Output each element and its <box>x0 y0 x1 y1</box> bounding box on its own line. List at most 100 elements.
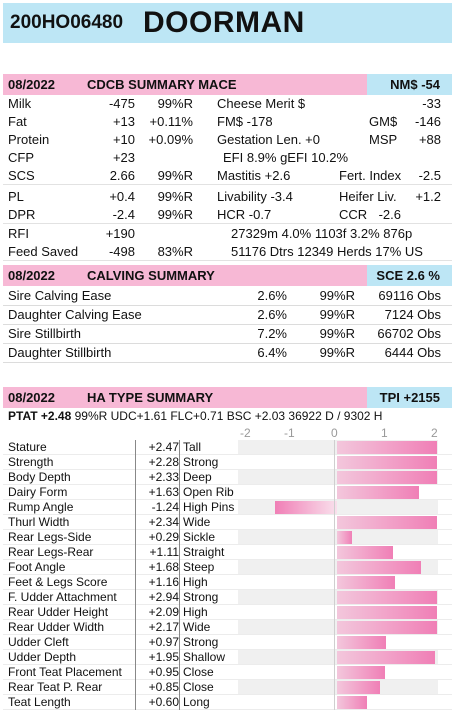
trait-row: Udder Depth +1.95 Shallow <box>3 650 452 665</box>
row-value: 2.66 <box>109 168 135 183</box>
calving-rel: 99%R <box>319 345 355 360</box>
trait-bar-track <box>238 695 438 709</box>
cdcb-row-rfi: RFI +190 27329m 4.0% 1103f 3.2% 876p <box>3 225 452 243</box>
calving-label: Sire Calving Ease <box>8 288 112 303</box>
row-label-3: MSP <box>369 132 398 147</box>
trait-name: Dairy Form <box>8 485 68 499</box>
trait-name: Rear Teat P. Rear <box>8 680 103 694</box>
trait-value: +1.95 <box>135 650 179 665</box>
trait-row: Thurl Width +2.34 Wide <box>3 515 452 530</box>
sce-badge: SCE 2.6 % <box>367 265 452 286</box>
trait-row: Rear Legs-Side +0.29 Sickle <box>3 530 452 545</box>
trait-name: Rear Udder Height <box>8 605 109 619</box>
row-label-2: HCR -0.7 <box>217 207 272 222</box>
row-label-2: Livability -3.4 <box>217 189 293 204</box>
calving-obs: 7124 Obs <box>384 307 441 322</box>
row-value-3: -2.5 <box>418 168 441 183</box>
trait-row: Rear Teat P. Rear +0.85 Close <box>3 680 452 695</box>
calving-label: Daughter Calving Ease <box>8 307 142 322</box>
tpi-badge: TPI +2155 <box>367 387 452 408</box>
row-value: +10 <box>112 132 135 147</box>
cdcb-row-scs: SCS 2.66 99%R Mastitis +2.6 Fert. Index … <box>3 167 452 185</box>
calving-pct: 2.6% <box>257 288 287 303</box>
trait-name: Rear Legs-Rear <box>8 545 94 559</box>
trait-bar-track <box>238 485 438 499</box>
trait-value: +2.33 <box>135 470 179 485</box>
trait-name: Rump Angle <box>8 500 74 514</box>
trait-value: +1.11 <box>135 545 179 560</box>
trait-bar <box>337 681 380 694</box>
axis-tick: 2 <box>431 426 438 440</box>
calving-pct: 6.4% <box>257 345 287 360</box>
trait-value: +0.97 <box>135 635 179 650</box>
trait-row: Feet & Legs Score +1.16 High <box>3 575 452 590</box>
row-value: -475 <box>108 96 135 111</box>
trait-descriptor: Steep <box>179 560 214 575</box>
trait-descriptor: Shallow <box>179 650 225 665</box>
row-reliability: +0.11% <box>149 114 194 129</box>
trait-row: Strength +2.28 Strong <box>3 455 452 470</box>
trait-descriptor: Sickle <box>179 530 215 545</box>
trait-value: +0.29 <box>135 530 179 545</box>
ptat-value: +2.48 <box>40 409 72 423</box>
calving-row: Daughter Stillbirth 6.4% 99%R 6444 Obs <box>3 344 452 363</box>
row-value-2: -33 <box>422 96 441 111</box>
axis-tick: -2 <box>240 426 251 440</box>
trait-value: +2.94 <box>135 590 179 605</box>
trait-bar <box>337 471 437 484</box>
type-trait-list: Stature +2.47 Tall Strength +2.28 Strong Body … <box>3 440 452 710</box>
row-reliability: 99%R <box>157 207 193 222</box>
trait-name: Foot Angle <box>8 560 66 574</box>
trait-row: Rump Angle -1.24 High Pins <box>3 500 452 515</box>
cdcb-row-dpr: DPR -2.4 99%R HCR -0.7 CCR -2.6 <box>3 206 452 224</box>
trait-row: Rear Udder Width +2.17 Wide <box>3 620 452 635</box>
row-value: +190 <box>105 226 135 241</box>
zero-axis-line <box>334 440 335 710</box>
trait-name: Rear Udder Width <box>8 620 105 634</box>
trait-row: Stature +2.47 Tall <box>3 440 452 455</box>
trait-descriptor: Close <box>179 665 214 680</box>
trait-value: +2.47 <box>135 440 179 455</box>
calving-section-header: 08/2022 CALVING SUMMARY SCE 2.6 % <box>3 265 452 286</box>
trait-bar <box>337 696 367 709</box>
calving-label: Daughter Stillbirth <box>8 345 112 360</box>
trait-value: +2.28 <box>135 455 179 470</box>
trait-descriptor: Open Rib <box>179 485 234 500</box>
trait-value: +0.60 <box>135 695 179 710</box>
trait-bar <box>337 441 437 454</box>
trait-bar <box>337 651 435 664</box>
axis-tick: -1 <box>284 426 295 440</box>
trait-descriptor: Tall <box>179 440 201 455</box>
row-value-3: -2.6 <box>378 207 401 222</box>
trait-name: Udder Depth <box>8 650 77 664</box>
calving-pct: 2.6% <box>257 307 287 322</box>
trait-bar-track <box>238 635 438 649</box>
trait-descriptor: High <box>179 575 208 590</box>
calving-label: Sire Stillbirth <box>8 326 81 341</box>
ha-section-header: 08/2022 HA TYPE SUMMARY TPI +2155 <box>3 387 452 408</box>
trait-descriptor: High Pins <box>179 500 234 515</box>
row-reliability: 99%R <box>157 168 193 183</box>
trait-bar-track <box>238 470 438 484</box>
row-label: CFP <box>8 150 34 165</box>
trait-bar <box>337 531 352 544</box>
row-value: +13 <box>112 114 135 129</box>
trait-bar-track <box>238 560 438 574</box>
trait-bar <box>337 516 437 529</box>
row-label-2: Cheese Merit $ <box>217 96 306 111</box>
trait-bar <box>337 666 385 679</box>
calving-title: CALVING SUMMARY <box>87 268 215 283</box>
calving-obs: 6444 Obs <box>384 345 441 360</box>
trait-value: -1.24 <box>135 500 179 515</box>
calving-pct: 7.2% <box>257 326 287 341</box>
trait-bar-track <box>238 530 438 544</box>
row-label: RFI <box>8 226 29 241</box>
row-label: Fat <box>8 114 27 129</box>
calving-row: Daughter Calving Ease 2.6% 99%R 7124 Obs <box>3 306 452 325</box>
trait-name: Front Teat Placement <box>8 665 122 679</box>
cdcb-row-milk: Milk -475 99%R Cheese Merit $ -33 <box>3 95 452 113</box>
trait-name: Strength <box>8 455 54 469</box>
nm-dollar-badge: NM$ -54 <box>367 74 452 95</box>
row-reliability: 83%R <box>157 244 193 259</box>
row-reliability: 99%R <box>157 96 193 111</box>
